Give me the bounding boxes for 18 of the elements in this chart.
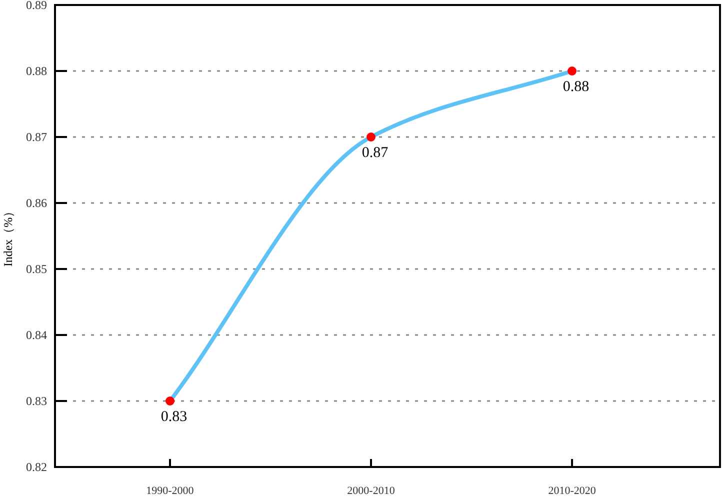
data-label: 0.87 (362, 145, 389, 161)
data-label: 0.83 (160, 409, 188, 425)
y-tick-label: 0.84 (26, 328, 47, 342)
y-tick-label: 0.89 (26, 0, 47, 12)
y-tick-label: 0.82 (26, 460, 47, 474)
y-tick-label: 0.87 (26, 130, 47, 144)
y-axis-title: Index（%） (1, 205, 15, 267)
point (165, 396, 174, 406)
data-label: 0.88 (562, 79, 590, 95)
x-tick-label: 1990-2000 (146, 485, 194, 497)
point (366, 132, 376, 142)
y-tick-label: 0.85 (26, 262, 47, 276)
x-tick-label: 2000-2010 (347, 485, 396, 497)
y-tick-label: 0.86 (26, 196, 47, 210)
y-tick-label: 0.83 (26, 394, 47, 408)
y-tick-label: 0.88 (26, 64, 47, 78)
point (568, 66, 577, 76)
x-tick-label: 2010-2020 (548, 485, 596, 497)
